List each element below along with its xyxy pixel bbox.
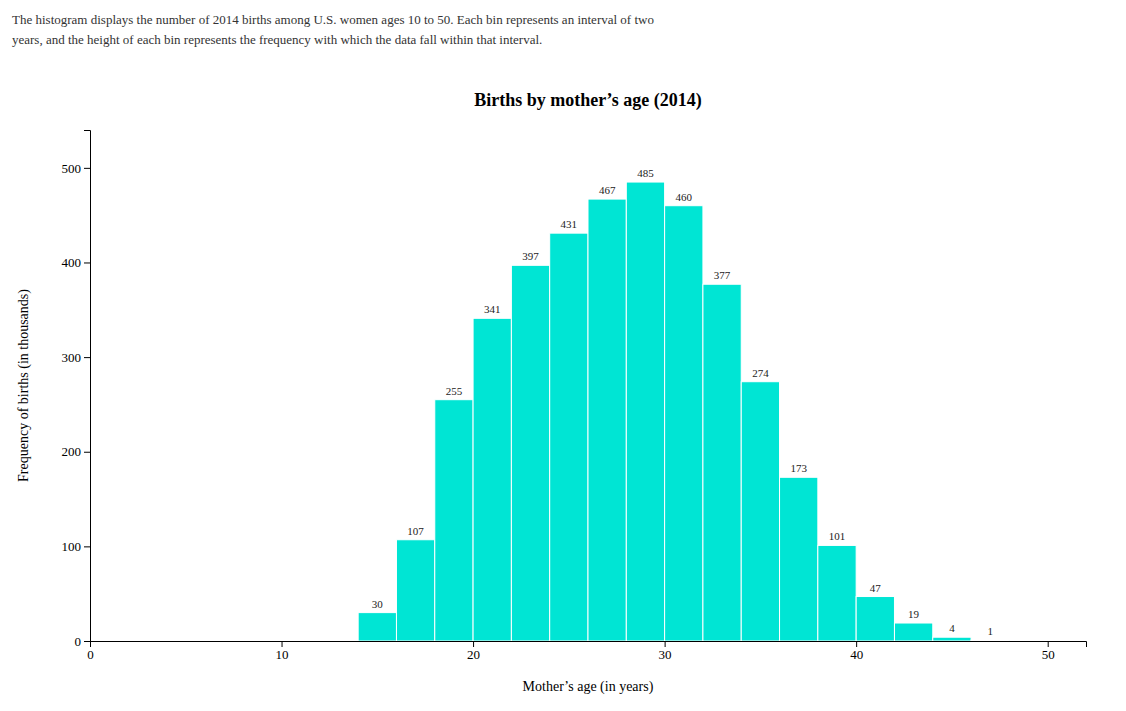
data-label: 431 xyxy=(561,218,578,230)
tick: 20 xyxy=(467,641,480,662)
tick-label: 40 xyxy=(850,647,863,662)
tick-label: 50 xyxy=(1042,647,1055,662)
data-label: 4 xyxy=(949,622,955,634)
tick-label: 300 xyxy=(62,350,82,365)
tick: 400 xyxy=(62,255,91,270)
tick-label: 30 xyxy=(659,647,672,662)
tick: 100 xyxy=(62,539,91,554)
tick: 500 xyxy=(62,161,91,176)
subtitle: years, and the height of each bin repres… xyxy=(12,32,542,47)
bar xyxy=(856,597,894,641)
tick-mark xyxy=(665,641,666,647)
tick: 300 xyxy=(62,350,91,365)
bar xyxy=(971,640,1009,641)
data-label: 30 xyxy=(372,598,384,610)
data-labels: 30 107 255 341 397 431 467 485 460 377 274 173 101 47… xyxy=(372,167,993,637)
axis-line xyxy=(84,131,91,642)
data-label: 101 xyxy=(829,530,846,542)
axis-line xyxy=(91,642,1087,648)
data-label: 341 xyxy=(484,303,501,315)
data-label: 397 xyxy=(522,250,539,262)
data-label: 107 xyxy=(407,525,424,537)
title: Births by mother’s age (2014) xyxy=(474,90,702,111)
tick: 0 xyxy=(87,641,94,662)
tick: 0 xyxy=(75,634,91,649)
tick: 10 xyxy=(276,641,289,662)
tick-label: 0 xyxy=(87,647,94,662)
y-axis-title: Frequency of births (in thousands) xyxy=(16,289,32,482)
tick-mark xyxy=(856,641,857,647)
tick-mark xyxy=(473,641,474,647)
tick: 40 xyxy=(850,641,863,662)
y-axis: 0 100 200 300 400 500 xyxy=(62,131,91,649)
tick: 50 xyxy=(1042,641,1055,662)
data-label: 255 xyxy=(446,385,463,397)
tick-mark xyxy=(84,262,90,263)
bar xyxy=(894,623,932,641)
bar xyxy=(588,199,626,641)
data-label: 460 xyxy=(676,191,693,203)
x-axis: 0 10 20 30 40 50 xyxy=(87,641,1086,662)
bar xyxy=(626,182,664,641)
plot: 3010725534139743146748546037727417310147… xyxy=(62,131,1087,663)
data-label: 173 xyxy=(790,462,807,474)
bars xyxy=(358,182,1009,641)
data-label: 467 xyxy=(599,184,616,196)
tick-mark xyxy=(84,641,90,642)
tick-mark xyxy=(282,641,283,647)
data-label: 19 xyxy=(908,608,920,620)
bar xyxy=(703,284,741,641)
x-axis-title: Mother’s age (in years) xyxy=(523,679,654,695)
data-label: 1 xyxy=(987,625,993,637)
tick-mark xyxy=(84,546,90,547)
subtitle: The histogram displays the number of 201… xyxy=(12,12,654,27)
data-label: 485 xyxy=(637,167,654,179)
bar xyxy=(933,637,971,641)
tick-mark xyxy=(84,357,90,358)
bar xyxy=(780,477,818,641)
tick-mark xyxy=(1048,641,1049,647)
tick-label: 500 xyxy=(62,161,82,176)
bar xyxy=(818,545,856,641)
bar xyxy=(665,206,703,641)
tick-label: 400 xyxy=(62,255,82,270)
tick: 30 xyxy=(659,641,672,662)
bar xyxy=(511,265,549,641)
bar xyxy=(741,382,779,641)
chart: The histogram displays the number of 201… xyxy=(0,0,1126,711)
tick-label: 100 xyxy=(62,539,82,554)
bar xyxy=(473,318,511,641)
tick-label: 10 xyxy=(276,647,289,662)
tick-mark xyxy=(84,168,90,169)
tick-label: 20 xyxy=(467,647,480,662)
bar xyxy=(396,540,434,641)
tick-label: 200 xyxy=(62,444,82,459)
bar xyxy=(435,400,473,641)
tick-mark xyxy=(84,452,90,453)
bar xyxy=(358,613,396,641)
data-label: 377 xyxy=(714,269,731,281)
bar xyxy=(550,233,588,641)
tick-label: 0 xyxy=(75,634,82,649)
tick: 200 xyxy=(62,444,91,459)
data-label: 274 xyxy=(752,367,769,379)
data-label: 47 xyxy=(870,582,882,594)
